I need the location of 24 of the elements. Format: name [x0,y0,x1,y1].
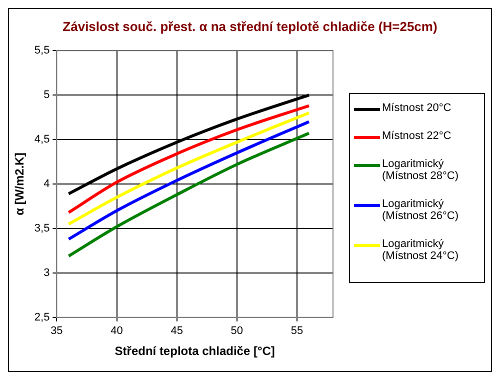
legend-label: Logaritmický (Místnost 28°C) [382,158,460,182]
line-series [67,104,310,214]
legend-label: Místnost 20°C [382,102,452,114]
chart-title: Závislost souč. přest. α na střední teplotě chladiče (H=25cm) [62,18,438,36]
y-tick-label: 5 [44,89,50,102]
x-axis-title: Střední teplota chladiče [°C] [114,344,275,358]
y-tick-label: 3 [44,266,50,279]
y-tick-label: 5,5 [34,44,50,57]
x-tick-label: 50 [230,325,244,338]
x-tick-label: 35 [50,325,63,338]
y-tick-label: 4 [44,178,50,190]
x-tick-label: 45 [170,325,183,338]
y-tick-label: 4,5 [34,134,50,146]
line-series [67,132,310,258]
y-tick-label: 3,5 [34,222,50,234]
legend-label: Logaritmický (Místnost 26°C) [382,198,460,222]
legend-label: Místnost 22°C [382,130,452,142]
y-tick-label: 2,5 [34,311,50,324]
x-tick-label: 40 [110,325,123,338]
y-axis-title: α [W/m2.K] [12,152,27,216]
legend-label: Logaritmický (Místnost 24°C) [382,238,460,262]
line-series [67,120,310,241]
x-tick-label: 55 [290,325,304,338]
line-series [67,111,310,226]
